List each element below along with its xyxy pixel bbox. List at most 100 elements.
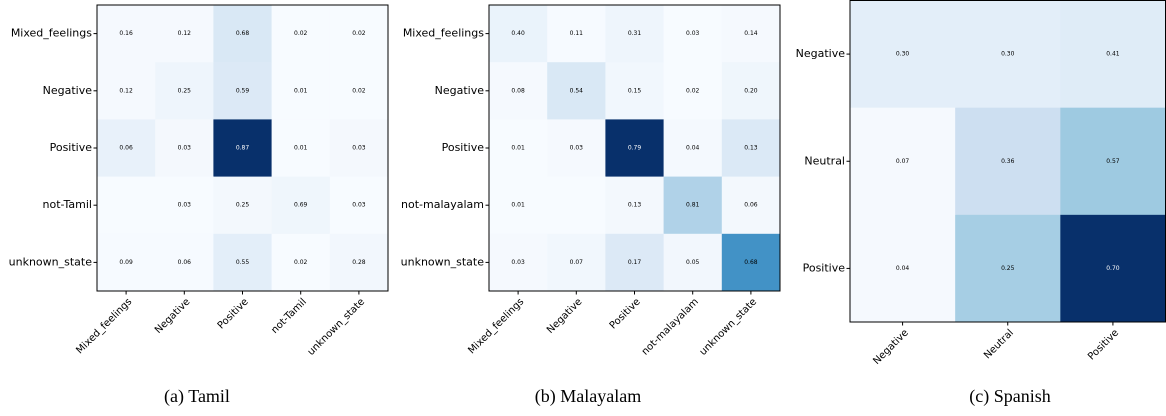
- heatmap-cell: [213, 5, 273, 63]
- cell-label: 0.03: [511, 259, 525, 266]
- row-label: unknown_state: [401, 255, 485, 268]
- heatmap-cell: [213, 176, 273, 235]
- heatmap-cell: [1060, 0, 1166, 109]
- heatmap-cell: [850, 0, 956, 109]
- heatmap-cell: [721, 5, 781, 63]
- heatmap-cell: [663, 62, 723, 120]
- cell-label: 0.04: [686, 145, 700, 152]
- col-label: Positive: [1086, 327, 1121, 362]
- heatmap-cell: [97, 62, 156, 120]
- heatmap-cell: [721, 62, 781, 120]
- heatmap-cell: [721, 233, 781, 292]
- cell-label: 0.13: [744, 145, 758, 152]
- row-label: Positive: [442, 141, 485, 154]
- heatmap-cell: [489, 233, 548, 292]
- cell-label: 0.02: [294, 30, 308, 37]
- heatmap-cell: [329, 62, 389, 120]
- heatmap-cell: [955, 0, 1061, 109]
- heatmap-cell: [271, 5, 331, 63]
- cell-label: 0.01: [511, 202, 525, 209]
- cell-label: 0.03: [352, 202, 366, 209]
- heatmap-cell: [605, 62, 665, 120]
- cell-label: 0.05: [686, 259, 700, 266]
- cell-label: 0.02: [686, 87, 700, 94]
- heatmap-cell: [155, 119, 214, 178]
- heatmap-cell: [329, 5, 389, 63]
- heatmap-cell: [850, 214, 956, 323]
- cell-label: 0.03: [570, 145, 584, 152]
- cell-label: 0.69: [294, 202, 308, 209]
- cell-label: 0.06: [744, 202, 758, 209]
- cell-label: 0.01: [294, 145, 308, 152]
- heatmap-cell: [329, 176, 389, 235]
- heatmap-cell: [955, 107, 1061, 216]
- col-label: unknown_state: [306, 296, 367, 357]
- row-label: Mixed_feelings: [403, 27, 484, 40]
- cell-label: 0.11: [570, 30, 584, 37]
- heatmap-cell: [547, 119, 606, 178]
- cell-label: 0.68: [236, 30, 250, 37]
- heatmap-cell: [271, 233, 331, 292]
- cell-label: 0.03: [686, 30, 700, 37]
- heatmap-cell: [97, 176, 156, 235]
- heatmap-cell: [97, 233, 156, 292]
- heatmap-cell: [1060, 214, 1166, 323]
- cell-label: 0.28: [352, 259, 366, 266]
- cell-label: 0.54: [570, 87, 584, 94]
- heatmap-cell: [547, 62, 606, 120]
- cell-label: 0.02: [352, 87, 366, 94]
- cell-label: 0.16: [119, 30, 133, 37]
- heatmap-cell: [850, 107, 956, 216]
- heatmap-cell: [605, 119, 665, 178]
- col-label: unknown_state: [698, 296, 759, 357]
- heatmap-panel: 0.16 0.12 0.68 0.02 0.02 0.12 0.25 0.59 0.01 0.02…: [9, 4, 389, 407]
- heatmap-cell: [721, 176, 781, 235]
- row-label: Negative: [796, 47, 846, 60]
- cell-label: 0.57: [1106, 158, 1120, 165]
- heatmap-cell: [605, 5, 665, 63]
- cell-label: 0.09: [119, 259, 133, 266]
- cell-label: 0.70: [1106, 265, 1120, 272]
- col-label: Neutral: [982, 327, 1016, 361]
- cell-label: 0.07: [896, 158, 910, 165]
- cell-label: 0.81: [686, 202, 700, 209]
- heatmap-cell: [271, 62, 331, 120]
- cell-label: 0.01: [294, 87, 308, 94]
- heatmap-cell: [547, 233, 606, 292]
- heatmap-cell: [605, 176, 665, 235]
- cell-label: 0.14: [744, 30, 758, 37]
- row-label: Positive: [803, 261, 846, 274]
- row-label: Mixed_feelings: [11, 27, 92, 40]
- cell-label: 0.55: [236, 259, 250, 266]
- heatmap-cell: [489, 176, 548, 235]
- cell-label: 0.41: [1106, 51, 1120, 58]
- heatmap-cell: [1060, 107, 1166, 216]
- heatmap-cell: [155, 176, 214, 235]
- col-label: not-Tamil: [269, 296, 309, 336]
- cell-label: 0.68: [744, 259, 758, 266]
- cell-label: 0.02: [294, 259, 308, 266]
- heatmap-cell: [271, 119, 331, 178]
- cell-label: 0.87: [236, 145, 250, 152]
- heatmap-cell: [329, 233, 389, 292]
- heatmap-panel: 0.30 0.30 0.41 0.07 0.36 0.57 0.04 0.25 0.70 Nega…: [796, 0, 1166, 407]
- heatmap-cell: [721, 119, 781, 178]
- col-label: Negative: [545, 296, 585, 336]
- heatmap-cell: [155, 233, 214, 292]
- heatmap-cell: [605, 233, 665, 292]
- col-label: Negative: [871, 327, 911, 367]
- cell-label: 0.13: [628, 202, 642, 209]
- col-label: Mixed_feelings: [466, 296, 526, 356]
- cell-label: 0.30: [896, 51, 910, 58]
- cell-label: 0.12: [178, 30, 192, 37]
- col-label: Positive: [216, 296, 251, 331]
- cell-label: 0.17: [628, 259, 642, 266]
- cell-label: 0.25: [178, 87, 192, 94]
- heatmap-cell: [271, 176, 331, 235]
- heatmap-cell: [329, 119, 389, 178]
- caption: (a) Tamil: [164, 386, 230, 407]
- heatmap-cell: [955, 214, 1061, 323]
- cell-label: 0.06: [178, 259, 192, 266]
- heatmap-cell: [213, 233, 273, 292]
